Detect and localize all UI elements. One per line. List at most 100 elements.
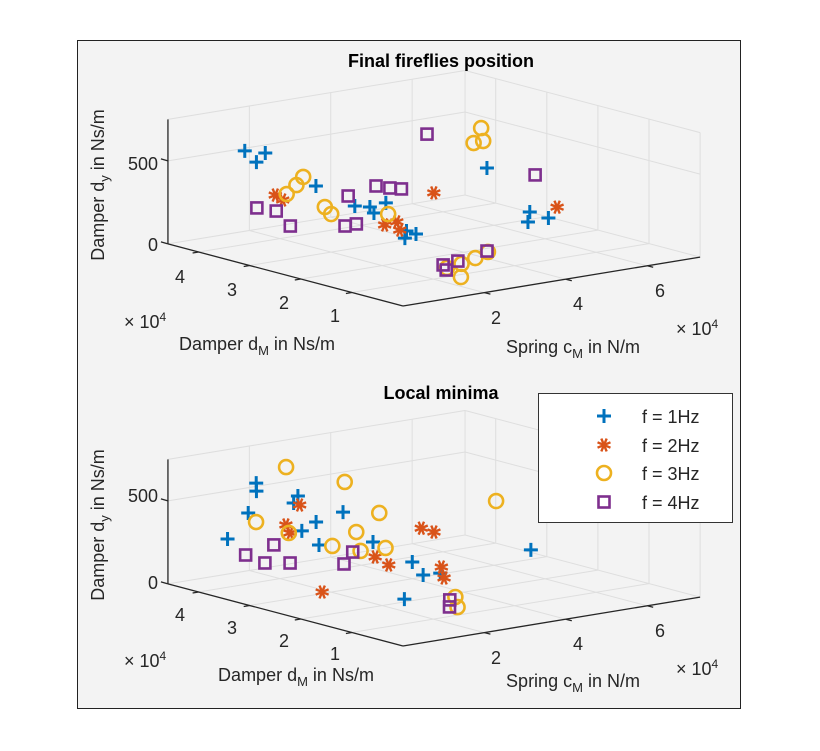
y-tick-label: 2 [278,293,290,313]
y-tick-mark [345,291,353,295]
square-stroke [258,556,272,570]
y-axis-label: Damper dM in Ns/m [218,665,374,689]
grid-line [198,542,496,593]
circle-stroke [247,513,265,531]
plus-marker [309,515,324,530]
asterisk-stroke [292,498,307,512]
square-stroke [480,244,494,258]
y-tick-mark [192,591,199,594]
asterisk-marker [392,223,407,238]
plus-stroke [241,506,256,521]
y-tick-mark [294,278,301,281]
circle-stroke [336,473,354,491]
square-stroke [451,254,465,268]
plus-marker [522,205,537,220]
x-tick-mark [647,265,654,268]
plus-stroke [237,143,252,158]
plus-stroke [294,523,309,538]
box-edge [167,409,466,460]
x-tick-mark [484,631,491,635]
plus-marker [520,214,535,229]
square-stroke [283,556,297,570]
asterisk-marker [315,585,330,599]
grid-line [464,111,701,175]
square-stroke [341,189,355,203]
z-tick-mark [160,241,169,245]
asterisk-stroke [550,200,565,215]
circle-marker [465,134,482,152]
grid-line [167,451,466,502]
grid-line [249,216,547,266]
x-axis-line [402,596,701,647]
circle-stroke [288,176,305,194]
circle-marker [595,464,613,482]
plus-marker-icon [597,409,611,423]
asterisk-marker [597,438,611,452]
square-stroke [267,538,281,552]
circle-stroke [487,492,505,510]
circle-marker [474,132,492,150]
x-tick-mark [565,278,572,282]
square-marker [480,244,494,258]
plus-stroke [311,537,326,552]
circle-marker [336,473,354,491]
plus-stroke [522,205,537,220]
z-tick-label: 500 [127,154,158,174]
grid-line [412,203,648,267]
square-stroke [238,548,253,562]
square-marker [258,556,272,570]
asterisk-stroke [381,558,396,572]
x-exponent-label: × 104 [676,657,719,679]
asterisk-stroke [426,185,441,200]
circle-stroke [278,185,295,203]
series-asterisk [268,185,565,238]
square-marker [442,593,457,607]
asterisk-stroke [368,550,383,564]
plus-stroke [597,409,611,423]
circle-marker [324,537,341,555]
y-exponent-label: × 104 [124,649,167,671]
plus-stroke [249,484,264,499]
square-marker [528,168,542,182]
square-marker [383,181,397,195]
y-tick-mark [345,631,353,635]
z-tick-mark [160,581,169,585]
grid-line [464,534,701,598]
z-axis-label: Damper dy in Ns/m [88,449,112,601]
plus-stroke [416,568,431,583]
asterisk-stroke [434,560,449,574]
plus-marker [408,227,423,242]
asterisk-marker [550,200,565,215]
plus-stroke [408,227,423,242]
grid-line [198,202,496,253]
plus-marker [249,155,264,170]
plus-stroke [366,205,381,220]
square-marker [394,182,409,196]
grid-line [351,583,650,633]
square-marker [283,556,297,570]
plus-marker [366,534,381,549]
plus-stroke [309,515,324,530]
grid-line [167,534,466,585]
circle-stroke [377,539,394,557]
x-tick-label: 4 [572,634,584,654]
circle-stroke [449,598,466,616]
asterisk-marker [292,498,307,512]
grid-line [351,243,650,293]
circle-marker [347,523,365,541]
asterisk-marker-icon [597,438,611,452]
circle-stroke [466,249,484,267]
square-stroke [250,201,264,215]
square-marker [451,254,465,268]
asterisk-marker [437,571,451,585]
plus-stroke [397,592,412,607]
square-stroke [369,179,383,193]
plus-marker [597,409,611,423]
grid-line [249,570,485,634]
circle-marker [466,249,484,267]
y-tick-label: 1 [329,306,341,326]
asterisk-stroke [597,438,611,452]
y-tick-mark [294,618,301,621]
circle-marker [352,542,369,560]
grid-line [249,230,485,294]
